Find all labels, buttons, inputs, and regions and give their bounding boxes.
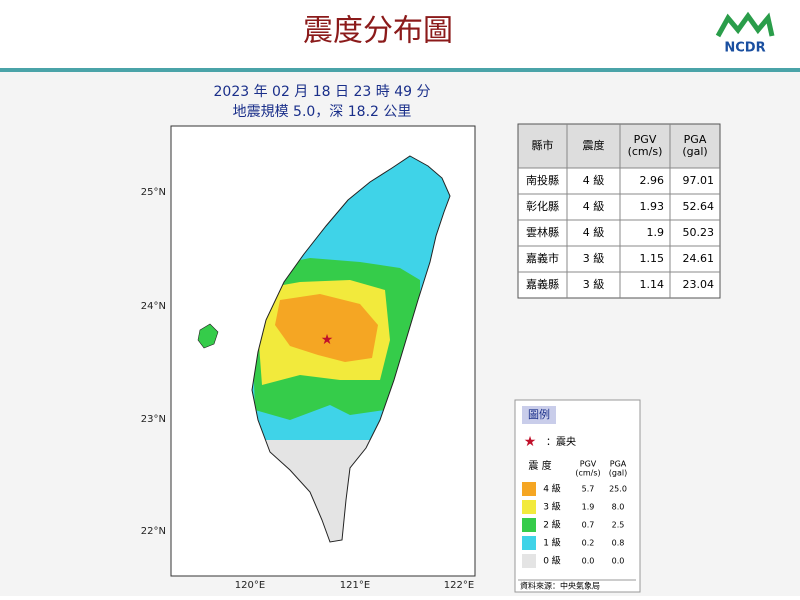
table-cell: 3 級 bbox=[583, 278, 605, 291]
legend-pgv: 0.2 bbox=[582, 539, 595, 548]
table-cell: 雲林縣 bbox=[526, 225, 559, 239]
lon-label: 120°E bbox=[235, 580, 265, 591]
logo-mark bbox=[715, 11, 775, 38]
legend-pga-header: PGA (gal) bbox=[609, 459, 627, 477]
penghu bbox=[197, 323, 219, 349]
table-cell: 52.64 bbox=[683, 200, 715, 213]
legend-pgv: 0.0 bbox=[582, 557, 595, 566]
legend-pga: 2.5 bbox=[612, 521, 625, 530]
table-cell: 4 級 bbox=[583, 174, 605, 187]
table-cell: 4 級 bbox=[583, 226, 605, 239]
table-cell: 嘉義市 bbox=[526, 251, 559, 265]
table-cell: 50.23 bbox=[683, 226, 715, 239]
legend-swatch bbox=[522, 536, 536, 550]
table-header: PGV (cm/s) bbox=[628, 133, 663, 158]
table-cell: 97.01 bbox=[683, 174, 715, 187]
table-header: PGA (gal) bbox=[682, 133, 707, 158]
legend-level: 1 級 bbox=[543, 537, 561, 549]
epicenter-star: ★ bbox=[321, 332, 334, 348]
legend-source: 資料來源：中央氣象局 bbox=[520, 581, 600, 591]
legend-swatch bbox=[522, 554, 536, 568]
legend-star: ★ bbox=[524, 434, 537, 450]
header-title: 震度分布圖 bbox=[303, 14, 453, 49]
magnitude-line: 地震規模 5.0，深 18.2 公里 bbox=[233, 104, 412, 120]
table-header: 震度 bbox=[583, 138, 605, 152]
lon-label: 122°E bbox=[444, 580, 474, 591]
legend-pgv-header: PGV (cm/s) bbox=[575, 459, 600, 477]
table-cell: 3 級 bbox=[583, 252, 605, 265]
lat-label: 22°N bbox=[141, 526, 166, 537]
lat-label: 23°N bbox=[141, 414, 166, 425]
legend-pga: 25.0 bbox=[609, 485, 627, 494]
table-cell: 1.93 bbox=[640, 200, 665, 213]
legend-level: 0 級 bbox=[543, 555, 561, 567]
date-line: 2023 年 02 月 18 日 23 時 49 分 bbox=[214, 84, 431, 100]
legend-pgv: 1.9 bbox=[582, 503, 595, 512]
legend-intensity-header: 震 度 bbox=[528, 459, 551, 472]
legend: 圖例 ★ ：震央 震 度 資料來源：中央氣象局 PGV (cm/s) PGA (gal… bbox=[514, 399, 641, 593]
table-cell: 24.61 bbox=[683, 252, 715, 265]
table-cell: 南投縣 bbox=[526, 173, 559, 187]
legend-level: 4 級 bbox=[543, 483, 561, 495]
header-bar bbox=[0, 0, 800, 68]
island-outline bbox=[251, 155, 451, 543]
table-cell: 4 級 bbox=[583, 200, 605, 213]
table-cell: 嘉義縣 bbox=[526, 277, 559, 291]
lon-label: 121°E bbox=[340, 580, 370, 591]
logo-text: NCDR bbox=[724, 41, 765, 56]
table-cell: 1.9 bbox=[647, 226, 665, 239]
legend-swatch bbox=[522, 482, 536, 496]
legend-swatch bbox=[522, 518, 536, 532]
table-cell: 2.96 bbox=[640, 174, 665, 187]
table-cell: 1.14 bbox=[640, 278, 665, 291]
header-rule bbox=[0, 68, 800, 72]
lat-label: 25°N bbox=[141, 187, 166, 198]
table-cell: 彰化縣 bbox=[526, 199, 559, 213]
legend-pgv: 5.7 bbox=[582, 485, 595, 494]
legend-title: 圖例 bbox=[528, 407, 550, 421]
legend-pga: 8.0 bbox=[612, 503, 625, 512]
legend-swatch bbox=[522, 500, 536, 514]
lat-label: 24°N bbox=[141, 301, 166, 312]
legend-level: 3 級 bbox=[543, 501, 561, 513]
table-cell: 1.15 bbox=[640, 252, 665, 265]
table-cell: 23.04 bbox=[683, 278, 715, 291]
legend-pga: 0.8 bbox=[612, 539, 625, 548]
legend-level: 2 級 bbox=[543, 519, 561, 531]
table-header: 縣市 bbox=[532, 138, 554, 152]
table-header-bg bbox=[517, 123, 721, 169]
legend-pga: 0.0 bbox=[612, 557, 625, 566]
legend-pgv: 0.7 bbox=[582, 521, 595, 530]
intensity-table: 縣市 震度 PGV (cm/s) PGA (gal) 南投縣 4 級 2.96 97.01 彰化縣 4… bbox=[517, 123, 721, 299]
legend-epicenter: ：震央 bbox=[546, 435, 576, 448]
